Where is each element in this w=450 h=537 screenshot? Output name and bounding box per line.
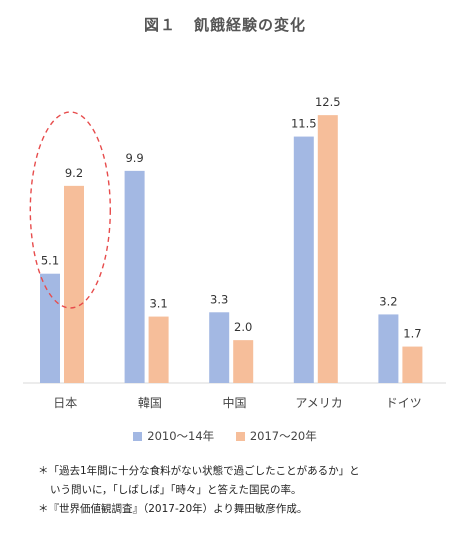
value-label-2-series-1: 9.9 [125, 151, 143, 165]
chart-title: 図１ 飢餓経験の変化 [0, 14, 450, 35]
value-label-5-series-2: 1.7 [403, 327, 421, 341]
category-label-3: 中国 [222, 395, 246, 410]
value-label-3-series-2: 2.0 [234, 320, 252, 334]
footnote-line-3: ＊『世界価値観調査』（2017-20年）より舞田敏彦作成。 [38, 503, 308, 515]
bar-2-series-2 [148, 316, 169, 383]
legend-swatch-series-1 [133, 431, 143, 441]
bar-4-series-2 [317, 115, 338, 384]
legend-swatch-series-2 [235, 431, 245, 441]
legend-item-series-2: 2017～20年 [235, 428, 317, 444]
value-label-3-series-1: 3.3 [210, 292, 228, 306]
legend: 2010～14年 2017～20年 [0, 428, 450, 444]
bar-4-series-1 [293, 136, 314, 383]
value-label-4-series-2: 12.5 [315, 95, 341, 109]
highlight-ellipse [29, 111, 112, 309]
legend-label-series-2: 2017～20年 [249, 429, 317, 443]
footnote-line-2: いう問いに，「しばしば」「時々」と答えた国民の率。 [50, 484, 302, 496]
value-label-1-series-2: 9.2 [65, 166, 83, 180]
footnote-line-1: ＊「過去1年間に十分な食料がない状態で過ごしたことがあるか」と [38, 465, 360, 477]
category-label-5: ドイツ [386, 396, 422, 410]
value-label-1-series-1: 5.1 [41, 254, 59, 268]
title-text: 飢餓経験の変化 [194, 16, 307, 34]
bar-5-series-1 [378, 314, 399, 383]
bar-1-series-2 [64, 185, 84, 383]
bar-chart: 5.1 9.2 日本 9.9 3.1 韓国 3.3 2.0 中国 11.5 12.5 アメリカ 3.2 1… [23, 95, 446, 410]
bar-3-series-1 [209, 312, 230, 383]
legend-label-series-1: 2010～14年 [147, 429, 215, 443]
value-label-4-series-1: 11.5 [291, 117, 317, 131]
bar-5-series-2 [402, 346, 423, 383]
bar-1-series-1 [40, 273, 60, 383]
footnotes: ＊「過去1年間に十分な食料がない状態で過ごしたことがあるか」と いう問いに，「し… [38, 462, 438, 519]
bar-3-series-2 [233, 340, 254, 383]
category-label-1: 日本 [53, 396, 77, 410]
value-label-5-series-1: 3.2 [379, 294, 397, 308]
category-label-2: 韓国 [138, 396, 162, 410]
value-label-2-series-2: 3.1 [149, 297, 167, 311]
category-label-4: アメリカ [295, 396, 342, 410]
figure-number: 図１ [143, 16, 176, 34]
bar-2-series-1 [124, 170, 145, 383]
legend-item-series-1: 2010～14年 [133, 428, 214, 444]
